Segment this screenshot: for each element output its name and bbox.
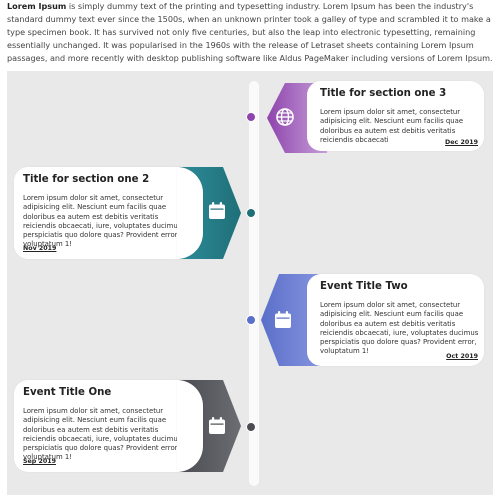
intro-text: is simply dummy text of the printing and… [7, 1, 493, 63]
event-card: Event Title Two Lorem ipsum dolor sit am… [307, 274, 484, 366]
event-body: Lorem ipsum dolor sit amet, consectetur … [23, 194, 182, 249]
timeline: Title for section one 3 Lorem ipsum dolo… [7, 71, 493, 495]
event-card-curve [177, 167, 203, 259]
timeline-dot [246, 315, 256, 325]
event-body: Lorem ipsum dolor sit amet, consectetur … [320, 108, 464, 144]
event-date: Dec 2019 [445, 139, 478, 146]
event-card: Title for section one 3 Lorem ipsum dolo… [307, 81, 484, 151]
event-card: Event Title One Lorem ipsum dolor sit am… [14, 380, 204, 472]
timeline-dot [246, 112, 256, 122]
event-date: Oct 2019 [446, 353, 478, 360]
event-title: Event Title Two [320, 281, 408, 292]
event-date: Sep 2019 [23, 458, 57, 465]
timeline-spine [249, 81, 259, 486]
event-card-curve [177, 380, 203, 472]
timeline-dot [246, 208, 256, 218]
event-card: Title for section one 2 Lorem ipsum dolo… [14, 167, 204, 259]
intro-lead: Lorem Ipsum [7, 1, 67, 11]
timeline-dot [246, 422, 256, 432]
event-body: Lorem ipsum dolor sit amet, consectetur … [320, 301, 479, 356]
event-title: Event Title One [23, 387, 112, 398]
event-date: Nov 2019 [23, 245, 57, 252]
globe-icon [275, 107, 295, 131]
event-title: Title for section one 2 [23, 174, 150, 185]
event-title: Title for section one 3 [320, 88, 447, 99]
event-body: Lorem ipsum dolor sit amet, consectetur … [23, 407, 182, 462]
calendar-icon [207, 416, 227, 440]
intro-paragraph: Lorem Ipsum is simply dummy text of the … [7, 0, 495, 65]
calendar-icon [273, 310, 293, 334]
calendar-icon [207, 201, 227, 225]
